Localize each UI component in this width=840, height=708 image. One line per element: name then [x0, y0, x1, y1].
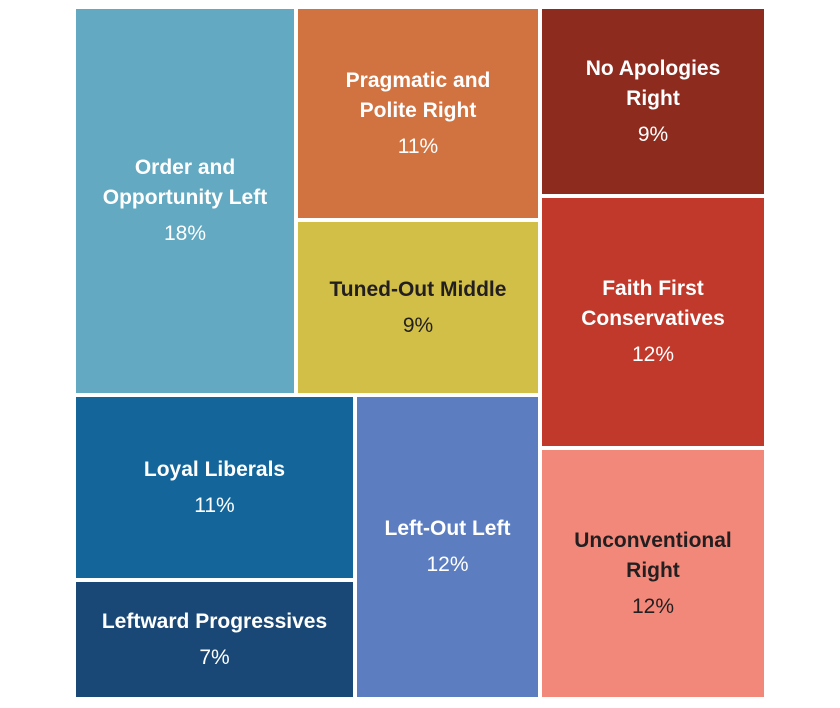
tile-value-label: 11%: [194, 493, 235, 517]
treemap-tile: No Apologies Right 9%: [540, 7, 766, 196]
tile-label: Order and Opportunity Left: [102, 156, 268, 209]
tile-value-label: 12%: [631, 343, 675, 366]
tile-value-label: 9%: [637, 122, 669, 146]
treemap-tile: Unconventional Right 12%: [540, 448, 766, 699]
tile-value-label: 12%: [426, 553, 469, 576]
treemap-tile: Tuned-Out Middle 9%: [296, 220, 540, 395]
tile-label: Pragmatic and Polite Right: [345, 68, 491, 122]
treemap-tile: Faith First Conservatives 12%: [540, 196, 766, 448]
tile-value-label: 9%: [402, 313, 434, 337]
tile-value-label: 18%: [163, 222, 207, 245]
treemap-tile: Left-Out Left 12%: [355, 395, 540, 699]
treemap-tile: Leftward Progressives 7%: [74, 580, 355, 699]
tile-value-label: 12%: [631, 594, 675, 618]
tile-label: Left-Out Left: [384, 517, 511, 540]
tile-label: No Apologies Right: [585, 56, 721, 110]
treemap-tile: Loyal Liberals 11%: [74, 395, 355, 580]
tile-label: Leftward Progressives: [101, 609, 328, 633]
treemap-tile: Order and Opportunity Left 18%: [74, 7, 296, 395]
tile-label: Loyal Liberals: [143, 457, 286, 481]
tile-label: Unconventional Right: [574, 528, 732, 582]
tile-label: Tuned-Out Middle: [329, 277, 507, 301]
treemap-tile: Pragmatic and Polite Right 11%: [296, 7, 540, 220]
tile-value-label: 11%: [397, 134, 439, 158]
tile-label: Faith First Conservatives: [581, 277, 725, 330]
tile-value-label: 7%: [199, 645, 230, 669]
